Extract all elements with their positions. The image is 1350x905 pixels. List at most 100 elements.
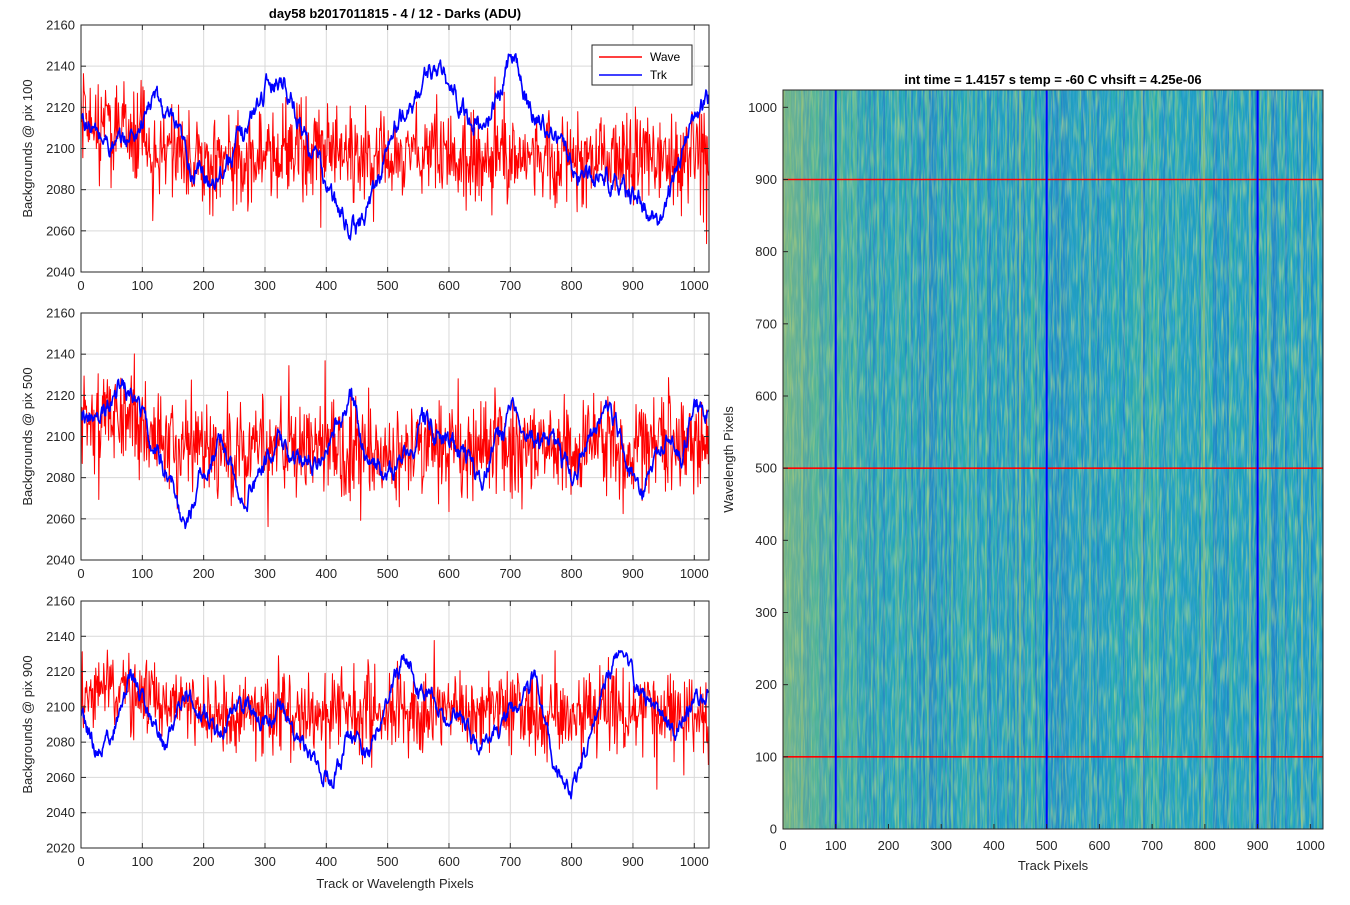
hm-xtick-label-400: 400 xyxy=(983,838,1005,853)
ytick-label-2160: 2160 xyxy=(46,306,75,321)
xtick-label-900: 900 xyxy=(622,566,644,581)
legend: Wave Trk xyxy=(591,44,693,86)
panel-1-series xyxy=(81,53,709,245)
hm-ytick-label-800: 800 xyxy=(755,244,777,259)
panel-2-series-trk xyxy=(81,378,709,530)
ytick-label-2100: 2100 xyxy=(46,699,75,714)
panel-3-xlabel: Track or Wavelength Pixels xyxy=(316,876,474,891)
ytick-label-2160: 2160 xyxy=(46,18,75,33)
ytick-label-2080: 2080 xyxy=(46,470,75,485)
ytick-label-2140: 2140 xyxy=(46,59,75,74)
hm-xtick-label-500: 500 xyxy=(1036,838,1058,853)
line-panel-2: 0 100 200 300 400 500 600 700 800 900 1000 2040 2060… xyxy=(20,306,710,581)
panel-3-ticks: 0 100 200 300 400 500 600 700 800 900 1000 2020 2040… xyxy=(46,594,709,869)
heatmap-image xyxy=(783,90,1323,829)
ytick-label-2040: 2040 xyxy=(46,553,75,568)
line-panel-3: 0 100 200 300 400 500 600 700 800 900 1000 2020 2040… xyxy=(20,594,710,891)
ytick-label-2040: 2040 xyxy=(46,265,75,280)
xtick-label-100: 100 xyxy=(131,854,153,869)
legend-label-trk: Trk xyxy=(650,68,668,82)
xtick-label-700: 700 xyxy=(499,566,521,581)
panel-1-ylabel: Backgrounds @ pix 100 xyxy=(20,79,35,217)
heatmap-ylabel: Wavelength Pixels xyxy=(721,406,736,513)
xtick-label-400: 400 xyxy=(315,278,337,293)
hm-xtick-label-700: 700 xyxy=(1141,838,1163,853)
panel-2-ylabel: Backgrounds @ pix 500 xyxy=(20,367,35,505)
xtick-label-300: 300 xyxy=(254,566,276,581)
panel-3-ylabel: Backgrounds @ pix 900 xyxy=(20,655,35,793)
ytick-label-2060: 2060 xyxy=(46,511,75,526)
panel-2-series xyxy=(81,353,709,530)
xtick-label-100: 100 xyxy=(131,566,153,581)
panel-1-series-trk xyxy=(81,53,709,241)
xtick-label-1000: 1000 xyxy=(680,278,709,293)
xtick-label-500: 500 xyxy=(377,566,399,581)
xtick-label-500: 500 xyxy=(377,278,399,293)
ytick-label-2100: 2100 xyxy=(46,141,75,156)
hm-ytick-label-300: 300 xyxy=(755,605,777,620)
panel-3-series-trk xyxy=(81,649,709,800)
ytick-label-2120: 2120 xyxy=(46,388,75,403)
panel-1-series-wave xyxy=(81,73,709,245)
xtick-label-100: 100 xyxy=(131,278,153,293)
xtick-label-1000: 1000 xyxy=(680,854,709,869)
heatmap-marker-lines xyxy=(783,90,1323,829)
ytick-label-2080: 2080 xyxy=(46,735,75,750)
xtick-label-800: 800 xyxy=(561,854,583,869)
xtick-label-300: 300 xyxy=(254,854,276,869)
ytick-label-2140: 2140 xyxy=(46,347,75,362)
hm-ytick-label-700: 700 xyxy=(755,316,777,331)
ytick-label-2140: 2140 xyxy=(46,629,75,644)
hm-xtick-label-200: 200 xyxy=(878,838,900,853)
hm-ytick-label-400: 400 xyxy=(755,533,777,548)
xtick-label-0: 0 xyxy=(77,854,84,869)
heatmap-panel: int time = 1.4157 s temp = -60 C vhsift … xyxy=(721,72,1325,873)
xtick-label-400: 400 xyxy=(315,566,337,581)
ytick-label-2120: 2120 xyxy=(46,664,75,679)
line-panel-1: 0 100 200 300 400 500 600 700 800 900 1000 2040 2060… xyxy=(20,6,710,293)
hm-ytick-label-100: 100 xyxy=(755,749,777,764)
xtick-label-700: 700 xyxy=(499,278,521,293)
panel-3-series-wave xyxy=(81,639,709,790)
hm-xtick-label-300: 300 xyxy=(930,838,952,853)
xtick-label-1000: 1000 xyxy=(680,566,709,581)
xtick-label-400: 400 xyxy=(315,854,337,869)
heatmap-ticks: 0 100 200 300 400 500 600 700 800 900 1000 0 100 200 3… xyxy=(748,100,1325,853)
xtick-label-0: 0 xyxy=(77,566,84,581)
xtick-label-800: 800 xyxy=(561,566,583,581)
panel-3-series xyxy=(81,639,709,800)
hm-ytick-label-200: 200 xyxy=(755,677,777,692)
heatmap-title: int time = 1.4157 s temp = -60 C vhsift … xyxy=(904,72,1201,87)
ytick-label-2160: 2160 xyxy=(46,594,75,609)
hm-ytick-label-600: 600 xyxy=(755,388,777,403)
xtick-label-700: 700 xyxy=(499,854,521,869)
ytick-label-2040: 2040 xyxy=(46,805,75,820)
xtick-label-200: 200 xyxy=(193,278,215,293)
xtick-label-800: 800 xyxy=(561,278,583,293)
panel-2-ticks: 0 100 200 300 400 500 600 700 800 900 1000 2040 2060… xyxy=(46,306,709,581)
hm-xtick-label-1000: 1000 xyxy=(1296,838,1325,853)
panel-1-title: day58 b2017011815 - 4 / 12 - Darks (ADU) xyxy=(269,6,521,21)
ytick-label-2100: 2100 xyxy=(46,429,75,444)
legend-box xyxy=(591,44,693,86)
hm-xtick-label-100: 100 xyxy=(825,838,847,853)
legend-label-wave: Wave xyxy=(650,50,681,64)
xtick-label-600: 600 xyxy=(438,278,460,293)
hm-ytick-label-1000: 1000 xyxy=(748,100,777,115)
xtick-label-900: 900 xyxy=(622,278,644,293)
xtick-label-300: 300 xyxy=(254,278,276,293)
ytick-label-2120: 2120 xyxy=(46,100,75,115)
heatmap-xlabel: Track Pixels xyxy=(1018,858,1089,873)
xtick-label-200: 200 xyxy=(193,854,215,869)
ytick-label-2060: 2060 xyxy=(46,770,75,785)
heatmap-left-band xyxy=(783,90,1323,829)
panel-2-series-wave xyxy=(81,353,709,528)
hm-ytick-label-0: 0 xyxy=(770,822,777,837)
ytick-label-2020: 2020 xyxy=(46,841,75,856)
xtick-label-600: 600 xyxy=(438,854,460,869)
xtick-label-200: 200 xyxy=(193,566,215,581)
xtick-label-900: 900 xyxy=(622,854,644,869)
ytick-label-2060: 2060 xyxy=(46,223,75,238)
